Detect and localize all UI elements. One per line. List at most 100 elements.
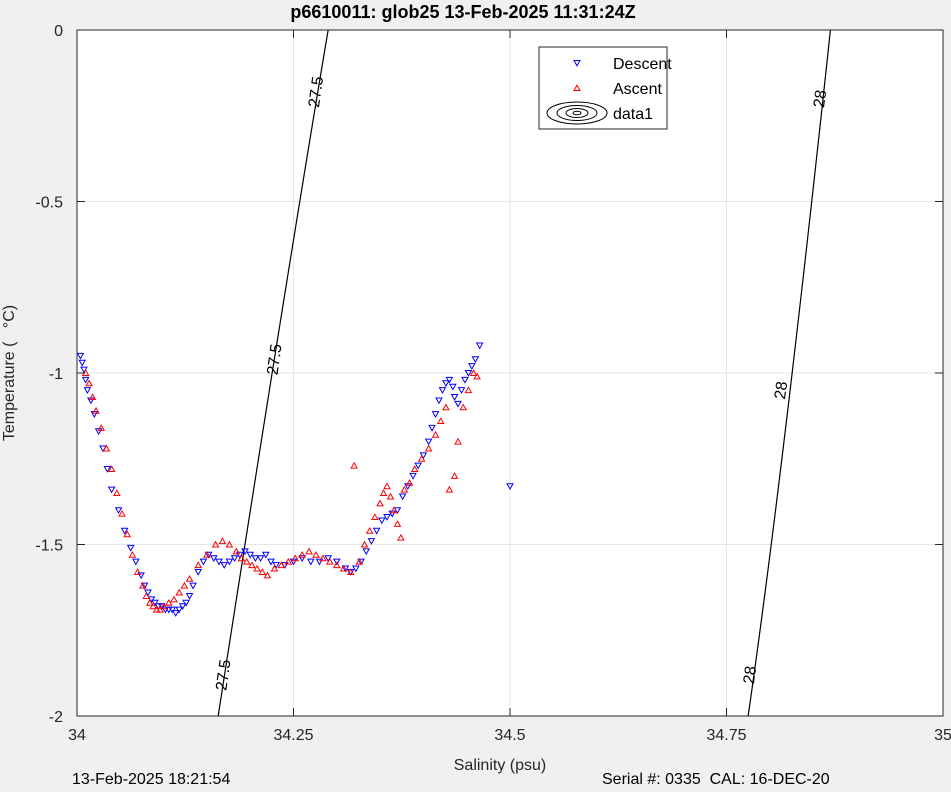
descent-point bbox=[506, 483, 514, 491]
ascent-point bbox=[376, 499, 384, 507]
descent-point bbox=[83, 387, 92, 394]
y-tick-label: -2 bbox=[49, 709, 63, 726]
x-tick-label: 34 bbox=[68, 727, 86, 744]
descent-point bbox=[398, 493, 407, 501]
descent-point bbox=[246, 551, 255, 559]
ascent-point bbox=[203, 550, 211, 558]
descent-point bbox=[189, 582, 197, 590]
ascent-point bbox=[253, 564, 261, 572]
grid bbox=[77, 30, 943, 716]
ascent-point bbox=[170, 595, 178, 603]
contour-label: 28 bbox=[811, 89, 830, 109]
descent-point bbox=[306, 558, 315, 566]
descent-point bbox=[175, 606, 184, 614]
descent-point bbox=[341, 565, 350, 573]
ascent-point bbox=[386, 492, 395, 500]
descent-point bbox=[267, 558, 275, 566]
ascent-point bbox=[156, 605, 164, 613]
ascent-point bbox=[360, 540, 369, 548]
ascent-point bbox=[123, 530, 132, 538]
ascent-point bbox=[180, 581, 189, 589]
descent-point bbox=[220, 562, 229, 569]
contour-line-27.5 bbox=[217, 29, 329, 717]
ascent-point bbox=[237, 554, 246, 562]
ascent-point bbox=[390, 506, 398, 514]
y-tick-label: 0 bbox=[54, 23, 63, 40]
descent-point bbox=[178, 603, 187, 611]
ascent-point bbox=[107, 465, 116, 473]
ascent-point bbox=[473, 372, 481, 380]
ascent-point bbox=[410, 465, 419, 473]
ascent-point bbox=[175, 588, 184, 596]
ascent-point bbox=[424, 444, 433, 452]
ascent-point bbox=[194, 561, 203, 569]
contour-line-28 bbox=[747, 29, 832, 717]
descent-point bbox=[457, 387, 466, 394]
ascent-point bbox=[305, 547, 313, 555]
descent-point bbox=[194, 568, 203, 576]
ascent-point bbox=[454, 437, 462, 445]
ascent-point bbox=[85, 379, 93, 387]
ascent-point bbox=[405, 478, 414, 486]
ascent-point bbox=[112, 489, 121, 497]
ascent-point bbox=[102, 444, 111, 452]
ascent-point bbox=[145, 598, 154, 606]
descent-point bbox=[445, 376, 454, 384]
descent-point bbox=[230, 555, 239, 563]
legend-box bbox=[538, 46, 668, 130]
ascent-point bbox=[371, 513, 379, 521]
ascent-point bbox=[450, 472, 459, 479]
x-tick-label: 35 bbox=[934, 727, 951, 744]
footer-timestamp: 13-Feb-2025 18:21:54 bbox=[72, 771, 231, 788]
contour-label: 27.5 bbox=[264, 343, 285, 376]
descent-point bbox=[204, 551, 213, 559]
descent-point bbox=[114, 507, 123, 515]
y-tick-label: -1 bbox=[49, 366, 63, 383]
ascent-point bbox=[164, 598, 173, 606]
descent-point bbox=[372, 527, 381, 535]
descent-point bbox=[448, 383, 457, 391]
legend-label: Ascent bbox=[613, 81, 662, 98]
chart-title: p6610011: glob25 13-Feb-2025 11:31:24Z bbox=[290, 2, 635, 22]
ascent-point bbox=[142, 592, 151, 599]
descent-point bbox=[225, 558, 234, 566]
descent-point bbox=[362, 548, 371, 556]
ascent-point bbox=[118, 509, 126, 517]
legend-ascent-marker bbox=[573, 84, 581, 91]
descent-point bbox=[475, 342, 484, 350]
ascent-point bbox=[92, 406, 100, 414]
ascent-point bbox=[232, 547, 241, 555]
ascent-point bbox=[248, 561, 256, 569]
descent-point bbox=[78, 359, 87, 367]
ascent-point bbox=[346, 568, 355, 575]
ascent-point bbox=[263, 571, 272, 579]
ascent-point bbox=[442, 403, 450, 411]
contour-label-text: 28 bbox=[811, 89, 830, 109]
descent-point bbox=[241, 548, 249, 556]
ascent-point bbox=[393, 520, 402, 527]
descent-point bbox=[435, 397, 443, 405]
descent-point bbox=[315, 558, 324, 566]
ascent-point bbox=[319, 554, 327, 562]
descent-point bbox=[428, 424, 436, 432]
contour-label: 28 bbox=[741, 665, 760, 685]
contour-label: 28 bbox=[772, 380, 791, 400]
descent-point bbox=[126, 544, 135, 552]
ascent-point bbox=[270, 564, 279, 572]
ascent-point bbox=[225, 540, 234, 548]
ascent-point bbox=[258, 568, 267, 575]
ascent-point bbox=[445, 485, 454, 493]
descent-point bbox=[468, 363, 476, 370]
legend-label: Descent bbox=[613, 56, 672, 73]
descent-point bbox=[199, 558, 208, 566]
descent-point bbox=[209, 555, 218, 563]
ascent-point bbox=[365, 526, 374, 534]
descent-point bbox=[414, 462, 423, 470]
contour-label-text: 27.5 bbox=[213, 658, 234, 691]
descent-point bbox=[454, 400, 462, 408]
descent-point bbox=[357, 558, 365, 566]
density-contours: 27.5 27.5 27.5 28 28 28 bbox=[213, 29, 832, 717]
ascent-point bbox=[379, 489, 388, 497]
ascent-point bbox=[326, 557, 334, 565]
ascent-point bbox=[312, 550, 320, 558]
